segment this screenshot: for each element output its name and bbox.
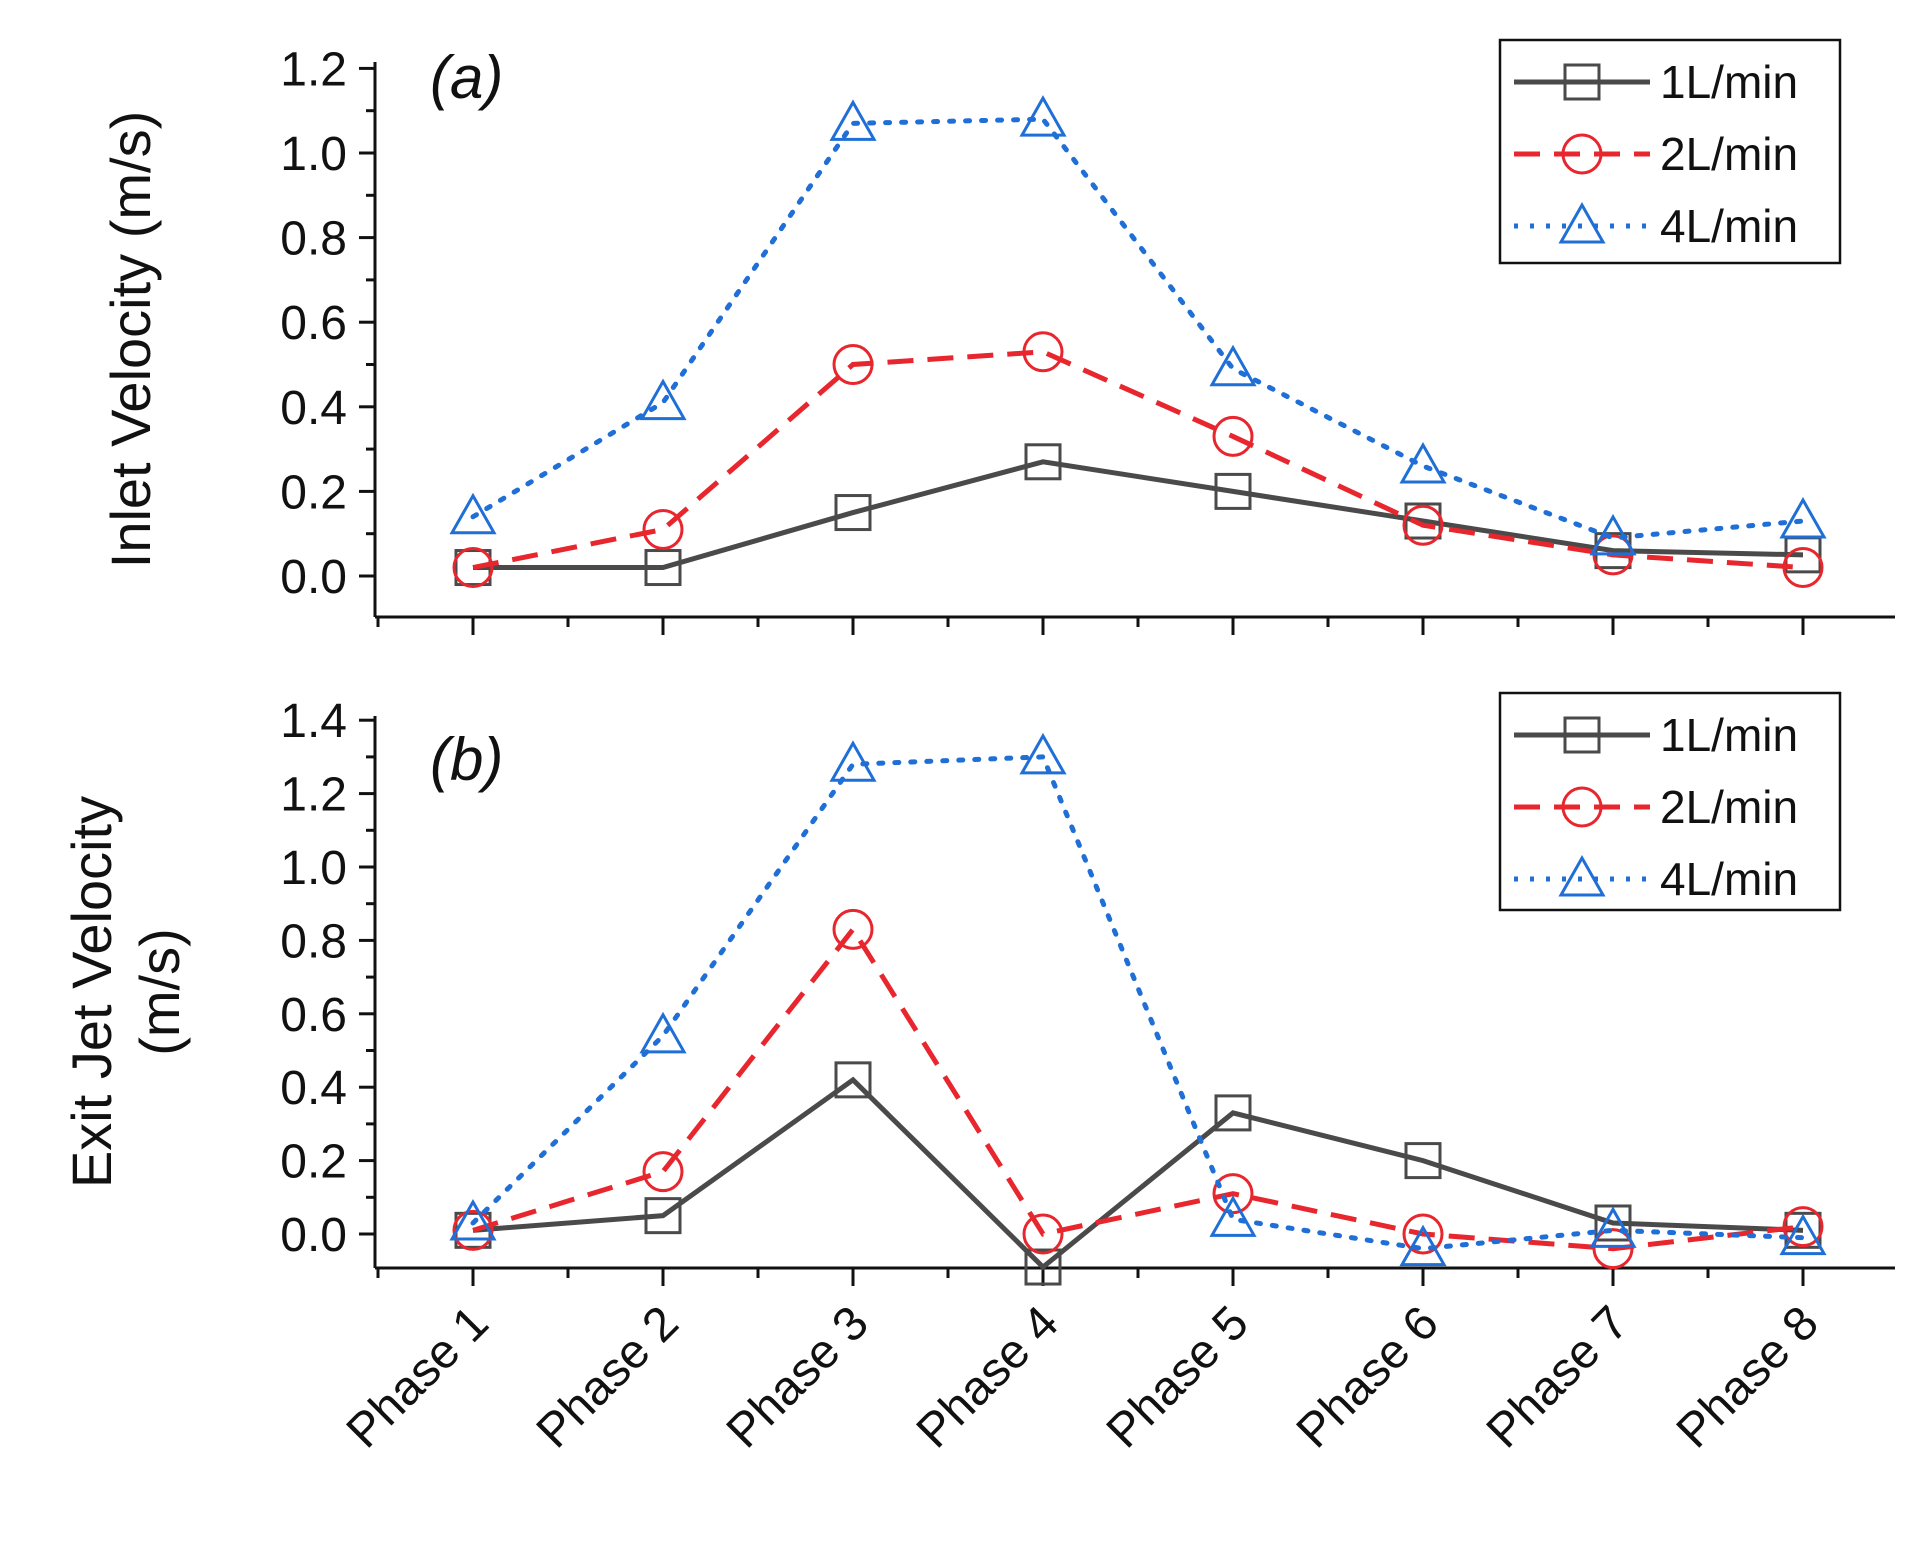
panel-1-ytick-label: 0.6 — [280, 989, 347, 1042]
panel-0-series-1-point — [642, 508, 684, 550]
panel-0-ytick-label: 0.4 — [280, 382, 347, 435]
panel-1-legend-marker-1 — [1561, 786, 1603, 828]
panel-1-series-2-point — [1019, 732, 1067, 775]
panel-1-series-2-point — [449, 1198, 497, 1241]
panel-1-series-2-point — [639, 1011, 687, 1054]
panel-0-series-1-point — [1212, 415, 1254, 457]
panel-1-series-2-point — [1589, 1206, 1637, 1248]
panel-0-series-2-point — [1399, 441, 1447, 484]
panel-0-series-1-point — [1022, 331, 1064, 373]
panel-1-series-1-point — [1402, 1213, 1444, 1255]
panel-0-legend-marker-2 — [1558, 201, 1606, 244]
panel-1-series-1-point — [452, 1209, 494, 1251]
panel-1-series-0-point — [1024, 1248, 1062, 1286]
panel-1-series-0-point — [834, 1061, 872, 1099]
panel-1-series-2-point — [1209, 1195, 1257, 1237]
x-tick-label: Phase 7 — [1477, 1296, 1639, 1458]
panel-0-legend-label: 4L/min — [1660, 200, 1798, 252]
panel-1-legend — [1498, 691, 1842, 912]
panel-0-series-2-point — [449, 492, 497, 535]
panel-1-series-2-point — [1779, 1213, 1827, 1256]
panel-0-series-2-point — [1589, 513, 1637, 556]
panel-0-series-1-line — [472, 349, 1804, 571]
panel-0-ytick-label: 1.0 — [280, 128, 347, 181]
panel-0-series-2-point — [829, 99, 877, 141]
panel-0-series-0-point — [1214, 472, 1252, 510]
panel-0-ytick-label: 0.8 — [280, 213, 347, 266]
panel-0-series-2-point — [639, 378, 687, 421]
panel-1-ytick-label: 0.2 — [280, 1136, 347, 1189]
panel-1-ytick-label: 1.2 — [280, 769, 347, 822]
x-tick-label: Phase 4 — [907, 1296, 1069, 1458]
panel-0-series-0-point — [1024, 443, 1062, 481]
panel-0-series-2-point — [1779, 496, 1827, 539]
x-tick-label: Phase 1 — [337, 1296, 499, 1458]
panel-1-ytick-label: 1.0 — [280, 842, 347, 895]
panel-1-legend-label: 1L/min — [1660, 709, 1798, 761]
panel-1-y-axis-label: (m/s) — [128, 928, 191, 1056]
panel-0-series-0-point — [1404, 502, 1442, 540]
panel-1-ytick-label: 0.4 — [280, 1062, 347, 1115]
panel-1-series-1-point — [1592, 1228, 1634, 1270]
x-tick-label: Phase 5 — [1097, 1296, 1259, 1458]
panel-0-label: (a) — [430, 44, 503, 111]
panel-1-series-1-point — [642, 1151, 684, 1193]
panel-1-ytick-label: 0.0 — [280, 1209, 347, 1262]
panel-0-legend-marker-0 — [1563, 63, 1601, 101]
panel-1-series-0-point — [644, 1197, 682, 1235]
panel-0-series-1-point — [452, 547, 494, 589]
panel-1-legend-marker-2 — [1558, 854, 1606, 897]
panel-1-series-0-point — [1594, 1204, 1632, 1242]
panel-1-ytick-label: 0.8 — [280, 915, 347, 968]
panel-0-ytick-label: 0.2 — [280, 466, 347, 519]
panel-1-series-2-point — [829, 740, 877, 782]
panel-1-series-1-line — [472, 925, 1804, 1252]
panel-0-series-1-point — [1402, 504, 1444, 546]
panel-1-series-2-point — [1399, 1224, 1447, 1267]
panel-0-ytick-label: 0.6 — [280, 297, 347, 350]
panel-0-series-0-point — [644, 549, 682, 587]
panel-1-series-1-point — [1022, 1213, 1064, 1255]
panel-0-series-2-point — [1209, 344, 1257, 387]
panel-0-series-0-point — [834, 494, 872, 532]
panel-1-y-axis-label: Exit Jet Velocity — [60, 796, 123, 1188]
x-tick-label: Phase 2 — [527, 1296, 689, 1458]
panel-0-series-0-line — [473, 459, 1804, 571]
panel-0-series-2-point — [1019, 95, 1067, 137]
panel-1-series-1-point — [1212, 1173, 1254, 1215]
panel-1-legend-marker-0 — [1563, 716, 1601, 754]
panel-0-legend-label: 2L/min — [1660, 128, 1798, 180]
panel-0-series-0-point — [454, 549, 492, 587]
panel-0-y-axis-label: Inlet Velocity (m/s) — [99, 111, 162, 568]
x-tick-label: Phase 8 — [1667, 1296, 1829, 1458]
panel-0-series-1-point — [832, 344, 874, 385]
panel-1-series-1-point — [832, 908, 874, 950]
panel-1-series-0-point — [1404, 1142, 1442, 1180]
panel-1-series-1-point — [1782, 1206, 1824, 1248]
panel-1-label: (b) — [430, 726, 503, 793]
panel-1-legend-label: 2L/min — [1660, 781, 1798, 833]
panel-1-series-0-point — [1214, 1094, 1252, 1132]
panel-0-ytick-label: 1.2 — [280, 43, 347, 96]
panel-0-series-2-line — [470, 116, 1806, 541]
panel-1-ytick-label: 1.4 — [280, 695, 347, 748]
panel-0-ytick-label: 0.0 — [280, 551, 347, 604]
panel-1-series-2-line — [470, 754, 1806, 1252]
panel-0-series-0-point — [1594, 532, 1632, 570]
panel-0-legend-marker-1 — [1561, 133, 1603, 175]
panel-1-legend-label: 4L/min — [1660, 853, 1798, 905]
panel-0-series-1-point — [1782, 547, 1824, 589]
panel-1-series-0-line — [472, 1076, 1804, 1271]
panel-0-legend-label: 1L/min — [1660, 56, 1798, 108]
x-tick-label: Phase 3 — [717, 1296, 879, 1458]
x-tick-label: Phase 6 — [1287, 1296, 1449, 1458]
